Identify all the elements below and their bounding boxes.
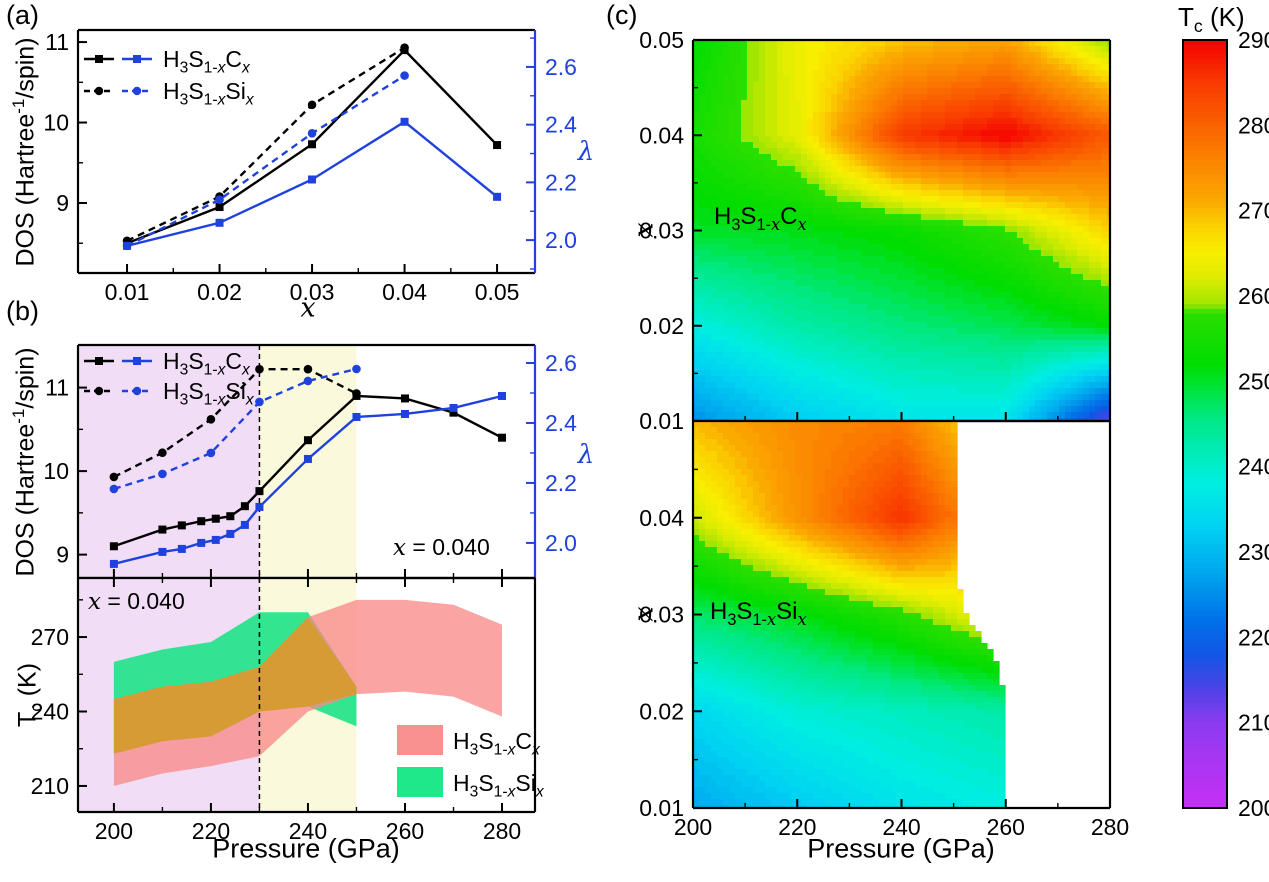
svg-text:2.4: 2.4: [545, 112, 577, 138]
panel-c-bottom-formula-label: H3S1-xSix: [710, 598, 807, 629]
panel-c-bottom-y-axis-title: x: [628, 606, 660, 622]
svg-text:0.01: 0.01: [639, 408, 684, 434]
svg-text:11: 11: [45, 375, 69, 401]
panel-a-x-axis-title: x: [300, 292, 316, 324]
panel-c-top-formula-label: H3S1-xCx: [714, 203, 807, 234]
panel-a-legend-row-si: H3S1-xSix: [84, 77, 254, 109]
panel-b-tc-axis-title: Tc (K): [13, 662, 46, 728]
svg-text:2.2: 2.2: [545, 470, 577, 496]
line-sample-dashed-circles-icon: [84, 86, 152, 96]
svg-text:9: 9: [56, 542, 69, 568]
line-sample-dashed-circles-icon: [84, 386, 152, 396]
svg-text:0.01: 0.01: [105, 279, 150, 305]
band-legend-green-label: H3S1-xSix: [453, 770, 544, 801]
panel-b-bottom: 200 220 240 260 280 210 240 270: [31, 576, 537, 844]
svg-text:270: 270: [31, 624, 69, 650]
legend-label: H3S1-xCx: [163, 347, 250, 379]
svg-text:2.0: 2.0: [545, 227, 577, 253]
band-legend-red-label: H3S1-xCx: [453, 728, 540, 759]
svg-text:9: 9: [56, 190, 69, 216]
colorbar-title: Tc (K): [1178, 2, 1245, 37]
panel-a-letter: (a): [6, 0, 39, 30]
svg-text:0.05: 0.05: [639, 27, 684, 53]
svg-text:2.6: 2.6: [545, 350, 577, 376]
svg-text:240: 240: [31, 699, 69, 725]
panel-b-x-axis-title: Pressure (GPa): [212, 833, 400, 864]
panel-c-top-y-axis-title: x: [628, 222, 660, 238]
panel-c-letter: (c): [606, 0, 638, 30]
svg-text:200: 200: [95, 818, 133, 844]
svg-text:2.4: 2.4: [545, 410, 577, 436]
svg-text:0.03: 0.03: [639, 218, 684, 244]
svg-text:280: 280: [483, 818, 521, 844]
panel-b-legend-row-c: H3S1-xCx: [84, 347, 250, 379]
panel-b-top-x-annotation: x = 0.040: [393, 534, 490, 561]
svg-text:240: 240: [289, 818, 327, 844]
svg-text:0.04: 0.04: [382, 279, 427, 305]
svg-text:220: 220: [192, 818, 230, 844]
colorbar: 290280270260250240230220210200: [1182, 27, 1269, 821]
line-sample-solid-squares-icon: [84, 55, 152, 63]
panel-b-top: 9 10 11 2.0 2.2 2.4 2.6: [43, 343, 577, 580]
svg-text:10: 10: [43, 458, 69, 484]
panel-c-x-axis-title: Pressure (GPa): [807, 833, 995, 864]
svg-text:0.02: 0.02: [639, 313, 684, 339]
panel-b-letter: (b): [6, 296, 39, 326]
svg-text:260: 260: [386, 818, 424, 844]
svg-text:0.02: 0.02: [197, 279, 242, 305]
band-legend-red-swatch: [397, 725, 443, 755]
svg-text:11: 11: [45, 29, 69, 55]
line-sample-solid-squares-icon: [84, 357, 152, 365]
panel-a-legend-row-c: H3S1-xCx: [84, 45, 250, 77]
panel-a-right-axis-title: λ: [577, 137, 595, 167]
panel-b-legend-row-si: H3S1-xSix: [84, 377, 254, 409]
svg-text:2.0: 2.0: [545, 530, 577, 556]
legend-label: H3S1-xSix: [163, 377, 254, 409]
panel-c-top: 0.01 0.02 0.03 0.04 0.05: [639, 27, 1112, 434]
panel-b-y-axis-title: DOS (Hartree-1/spin): [9, 347, 40, 577]
legend-label: H3S1-xCx: [163, 45, 250, 77]
panel-b-bottom-x-annotation: x = 0.040: [88, 588, 185, 615]
panel-a-y-axis-title: DOS (Hartree-1/spin): [9, 37, 40, 267]
svg-text:2.6: 2.6: [545, 54, 577, 80]
svg-text:0.04: 0.04: [639, 122, 684, 148]
svg-text:10: 10: [43, 110, 69, 136]
svg-text:0.03: 0.03: [290, 279, 335, 305]
svg-text:0.05: 0.05: [475, 279, 520, 305]
band-legend-green-swatch: [397, 767, 443, 797]
svg-text:2.2: 2.2: [545, 169, 577, 195]
panel-b-right-axis-title: λ: [577, 440, 595, 470]
svg-text:210: 210: [31, 773, 69, 799]
legend-label: H3S1-xSix: [163, 77, 254, 109]
panel-a: 0.01 0.02 0.03 0.04 0.05 9 10 11 2.0 2.2 2.4 2.6: [43, 28, 577, 305]
